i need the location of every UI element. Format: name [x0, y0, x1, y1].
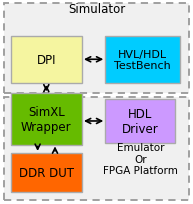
Text: HDL
Driver: HDL Driver — [122, 108, 158, 135]
Text: DPI: DPI — [36, 54, 56, 67]
Text: HVL/HDL
TestBench: HVL/HDL TestBench — [114, 49, 171, 71]
Text: SimXL
Wrapper: SimXL Wrapper — [21, 105, 72, 133]
Bar — [4, 98, 189, 200]
FancyBboxPatch shape — [11, 94, 82, 145]
FancyBboxPatch shape — [11, 37, 82, 84]
Text: Emulator
Or
FPGA Platform: Emulator Or FPGA Platform — [103, 143, 178, 176]
FancyBboxPatch shape — [105, 37, 180, 84]
Text: DDR DUT: DDR DUT — [19, 166, 74, 179]
FancyBboxPatch shape — [105, 100, 175, 143]
Text: Simulator: Simulator — [68, 3, 125, 16]
FancyBboxPatch shape — [11, 153, 82, 192]
Bar — [4, 4, 189, 94]
